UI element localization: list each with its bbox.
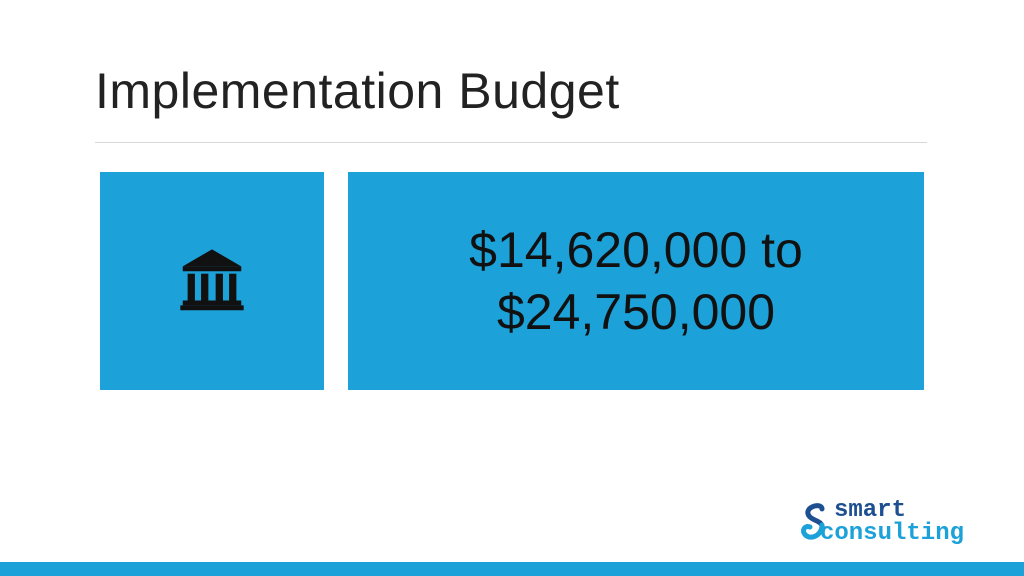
footer-accent-bar [0,562,1024,576]
budget-card: $14,620,000 to $24,750,000 [348,172,924,390]
logo-mark-icon [798,503,830,543]
budget-line-1: $14,620,000 to [469,219,803,282]
bank-icon [173,242,251,320]
slide: Implementation Budget $14,620,000 to $24… [0,0,1024,576]
slide-title: Implementation Budget [95,62,620,120]
brand-logo: smart consulting [798,500,964,546]
budget-line-2: $24,750,000 [497,281,775,344]
icon-card [100,172,324,390]
logo-text: smart consulting [834,500,964,546]
logo-line-2: consulting [820,523,964,546]
title-divider [95,142,927,143]
